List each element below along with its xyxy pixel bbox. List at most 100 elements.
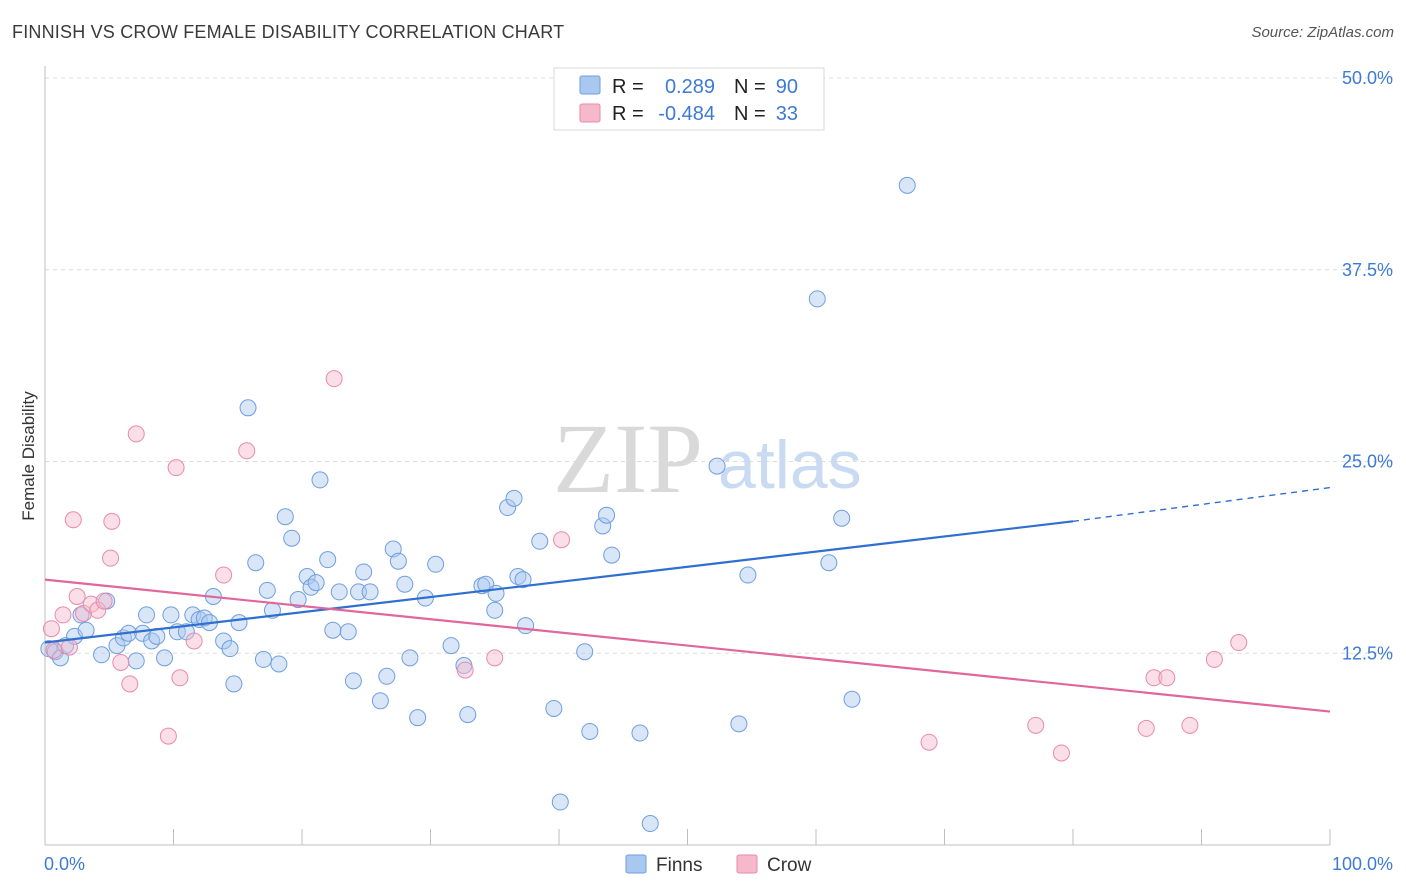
finns-point-43 [319, 551, 337, 569]
finns-point-82 [708, 457, 726, 475]
finns-point-72 [531, 532, 549, 550]
y-tick-label-0: 12.5% [1342, 643, 1393, 663]
finns-point-65 [486, 601, 504, 619]
y-tick-label-2: 37.5% [1342, 260, 1393, 280]
finns-point-15 [143, 632, 161, 650]
finns-point-37 [283, 529, 301, 547]
finns-point-23 [195, 609, 213, 627]
finns-trend-extension [1072, 486, 1331, 523]
crow-point-4 [64, 511, 82, 529]
finns-point-75 [576, 643, 594, 661]
bottom-legend: Finns Crow [625, 854, 812, 876]
x-tick-label-1: 100.0% [1332, 854, 1393, 874]
finns-point-76 [581, 722, 599, 740]
crow-point-13 [121, 675, 139, 693]
legend-crow-r-label: R = [612, 103, 644, 125]
legend-finns-n-value: 90 [776, 76, 798, 98]
finns-point-78 [598, 506, 616, 524]
finns-point-83 [730, 715, 748, 733]
bottom-legend-crow: Crow [767, 855, 812, 876]
chart-title: FINNISH VS CROW FEMALE DISABILITY CORREL… [12, 22, 565, 42]
finns-point-80 [631, 724, 649, 742]
crow-point-24 [553, 531, 571, 549]
finns-point-17 [156, 649, 174, 667]
crow-point-3 [60, 638, 78, 656]
finns-point-18 [162, 606, 180, 624]
crow-point-16 [167, 459, 185, 477]
finns-point-77 [594, 517, 612, 535]
finns-point-42 [311, 471, 329, 489]
crow-point-1 [45, 641, 63, 659]
y-axis-title: Female Disability [19, 391, 38, 521]
crow-point-14 [127, 425, 145, 443]
bottom-legend-swatch-finns [625, 854, 647, 874]
legend-finns-n-label: N = [734, 76, 766, 98]
finns-point-46 [339, 623, 357, 641]
finns-point-40 [302, 578, 320, 596]
finns-point-49 [355, 563, 373, 581]
y-tick-labels: 12.5% 25.0% 37.5% 50.0% [1342, 68, 1393, 663]
crow-point-26 [1027, 716, 1045, 734]
finns-point-44 [324, 621, 342, 639]
finns-trend-line [44, 520, 1074, 644]
x-tick-label-0: 0.0% [44, 854, 85, 874]
y-tick-label-1: 25.0% [1342, 452, 1393, 472]
finns-point-27 [221, 640, 239, 658]
crow-point-23 [486, 649, 504, 667]
finns-point-29 [230, 614, 248, 632]
crow-point-31 [1181, 716, 1199, 734]
finns-point-68 [505, 489, 523, 507]
finns-point-38 [289, 591, 307, 609]
finns-point-69 [509, 568, 527, 586]
bottom-legend-finns: Finns [656, 855, 702, 876]
crow-point-28 [1137, 719, 1155, 737]
crow-point-30 [1158, 669, 1176, 687]
finns-point-14 [138, 606, 156, 624]
finns-point-51 [371, 692, 389, 710]
crow-point-5 [68, 587, 86, 605]
series-crow [42, 370, 1248, 762]
crow-point-18 [185, 632, 203, 650]
trend-lines [44, 486, 1331, 713]
series-finns [40, 176, 916, 833]
legend-swatch-finns [579, 75, 601, 95]
finns-point-41 [307, 574, 325, 592]
finns-point-39 [298, 568, 316, 586]
finns-point-48 [350, 583, 368, 601]
finns-point-50 [361, 583, 379, 601]
finns-point-52 [378, 667, 396, 685]
watermark-zip: ZIP [553, 403, 703, 514]
finns-point-88 [843, 690, 861, 708]
finns-point-31 [247, 554, 265, 572]
finns-point-5 [72, 606, 90, 624]
finns-point-79 [603, 546, 621, 564]
finns-point-60 [442, 637, 460, 655]
crow-point-27 [1052, 744, 1070, 762]
finns-point-47 [344, 672, 362, 690]
grid-lines [45, 77, 1395, 654]
crow-point-33 [1230, 634, 1248, 652]
crow-point-25 [920, 733, 938, 751]
finns-point-45 [330, 583, 348, 601]
legend-box: R = 0.289 N = 90 R = -0.484 N = 33 [553, 67, 825, 131]
watermark-atlas: atlas [718, 427, 862, 503]
finns-point-84 [739, 566, 757, 584]
legend-crow-r-value: -0.484 [658, 103, 715, 125]
crow-point-7 [82, 595, 100, 613]
y-tick-label-3: 50.0% [1342, 68, 1393, 88]
legend-finns-r-label: R = [612, 76, 644, 98]
finns-point-81 [641, 815, 659, 833]
finns-point-12 [127, 652, 145, 670]
finns-point-71 [517, 617, 535, 635]
finns-point-54 [389, 552, 407, 570]
finns-point-73 [545, 699, 563, 717]
crow-point-10 [102, 549, 120, 567]
finns-point-74 [551, 793, 569, 811]
legend-crow-n-label: N = [734, 103, 766, 125]
watermark: ZIP atlas [553, 403, 862, 514]
legend-swatch-crow [579, 103, 601, 123]
bottom-legend-swatch-crow [736, 854, 758, 874]
finns-point-56 [401, 649, 419, 667]
finns-point-33 [258, 581, 276, 599]
finns-point-57 [409, 709, 427, 727]
